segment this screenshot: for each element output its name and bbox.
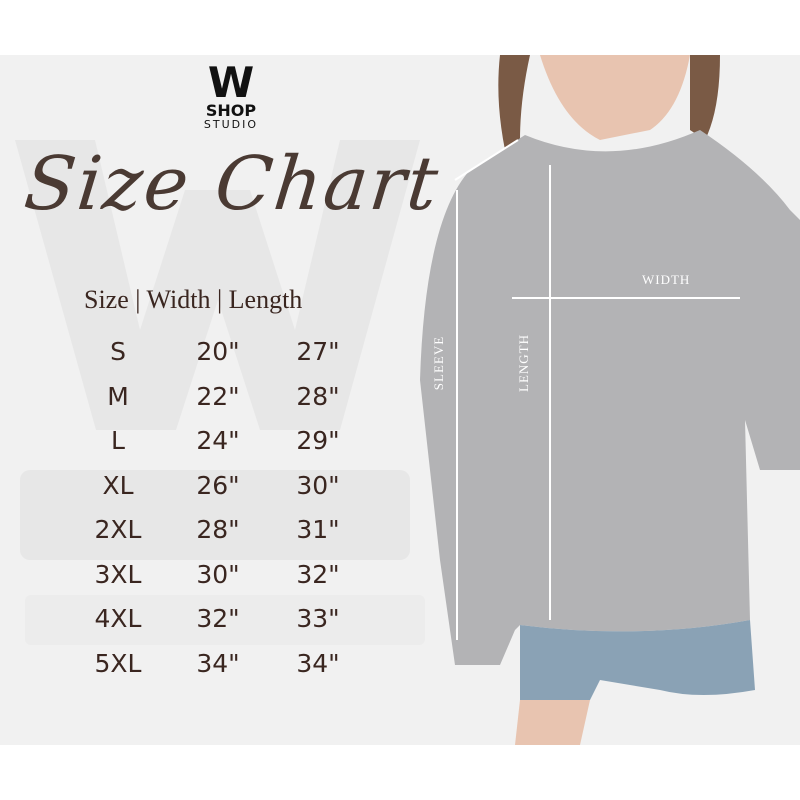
width-label: WIDTH (642, 272, 691, 287)
brand-logo: W SHOP STUDIO (196, 58, 266, 131)
cell-length: 28" (296, 381, 340, 411)
cell-width: 22" (196, 381, 240, 411)
cell-width: 20" (196, 337, 240, 366)
cell-size: L (111, 426, 125, 455)
cell-size: 3XL (94, 559, 142, 589)
cell-width: 30" (196, 559, 240, 589)
shorts (520, 620, 755, 700)
cell-size: 5XL (94, 648, 142, 678)
table-row: 2XL 28" 31" (0, 510, 400, 550)
cell-length: 33" (296, 604, 340, 633)
shoulder-arrow (454, 139, 519, 181)
leg (515, 700, 590, 745)
cell-size: M (107, 381, 129, 411)
table-row: XL 26" 30" (0, 466, 400, 506)
measure-arrows (454, 139, 740, 640)
length-label: LENGTH (516, 334, 531, 392)
cell-width: 32" (196, 604, 240, 633)
table-row: L 24" 29" (0, 421, 400, 461)
face-neck (540, 55, 690, 140)
watermark-studio-shape (25, 595, 425, 645)
sweatshirt (420, 130, 800, 665)
cell-width: 26" (196, 470, 240, 500)
watermark-w-shape (15, 140, 420, 430)
cell-length: 30" (296, 470, 340, 500)
table-row: 5XL 34" 34" (0, 644, 400, 684)
page-title: Size Chart (20, 141, 444, 227)
watermark-shop-shape (20, 470, 410, 560)
cell-size: 2XL (94, 515, 142, 544)
cell-length: 27" (296, 337, 340, 366)
cell-length: 34" (296, 648, 340, 678)
cell-size: 4XL (94, 604, 142, 633)
watermark-logo (15, 140, 425, 645)
logo-name: SHOP (205, 101, 257, 120)
cell-width: 24" (196, 426, 240, 455)
cell-width: 28" (196, 515, 240, 544)
cell-length: 29" (296, 426, 340, 455)
table-row: 4XL 32" 33" (0, 599, 400, 639)
sleeve-label: SLEEVE (431, 335, 447, 391)
cell-size: S (110, 337, 126, 366)
cell-length: 31" (296, 515, 340, 544)
cell-width: 34" (196, 648, 240, 678)
cell-size: XL (102, 470, 134, 500)
table-header: Size | Width | Length (84, 285, 303, 314)
hair (498, 55, 720, 150)
table-row: 3XL 30" 32" (0, 555, 400, 595)
logo-mark: W (207, 58, 255, 107)
logo-sub: STUDIO (203, 118, 259, 131)
cell-length: 32" (296, 559, 340, 589)
table-row: S 20" 27" (0, 332, 400, 372)
table-row: M 22" 28" (0, 377, 400, 417)
